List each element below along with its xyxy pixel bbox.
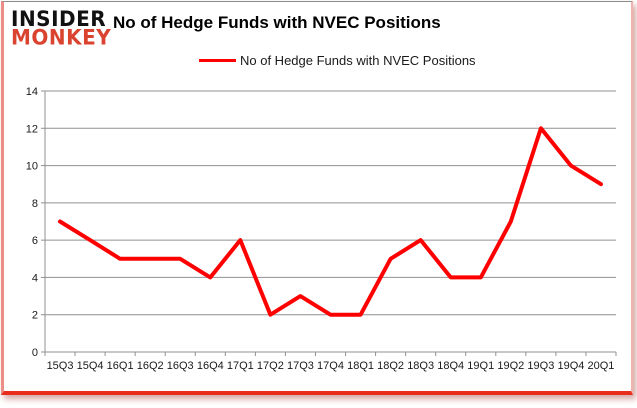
x-tick-label: 17Q4 — [317, 360, 344, 372]
y-tick-label: 4 — [32, 272, 38, 284]
y-tick-label: 2 — [32, 310, 38, 322]
legend: No of Hedge Funds with NVEC Positions — [199, 53, 476, 68]
x-tick-label: 16Q2 — [137, 360, 164, 372]
logo-line-insider: INSIDER — [11, 5, 107, 32]
y-tick-label: 6 — [32, 235, 38, 247]
x-tick-label: 16Q4 — [197, 360, 224, 372]
legend-line-swatch — [199, 59, 236, 62]
x-tick-label: 18Q1 — [347, 360, 374, 372]
x-tick-label: 17Q2 — [257, 360, 284, 372]
x-tick-label: 17Q1 — [227, 360, 254, 372]
legend-label: No of Hedge Funds with NVEC Positions — [240, 53, 476, 68]
x-tick-label: 18Q3 — [407, 360, 434, 372]
x-tick-label: 18Q2 — [377, 360, 404, 372]
x-tick-label: 15Q3 — [47, 360, 74, 372]
y-tick-label: 0 — [32, 347, 38, 359]
insider-monkey-logo: INSIDER MONKEY — [11, 5, 112, 50]
x-tick-label: 18Q4 — [437, 360, 464, 372]
x-tick-label: 19Q3 — [527, 360, 554, 372]
x-tick-label: 19Q1 — [467, 360, 494, 372]
x-tick-label: 19Q2 — [497, 360, 524, 372]
chart-card-background — [1, 1, 633, 395]
y-tick-label: 8 — [32, 198, 38, 210]
y-tick-label: 14 — [26, 86, 38, 98]
x-tick-label: 20Q1 — [588, 360, 615, 372]
logo-line-monkey: MONKEY — [11, 24, 112, 50]
x-tick-label: 19Q4 — [557, 360, 584, 372]
chart-title: No of Hedge Funds with NVEC Positions — [113, 13, 441, 32]
x-tick-label: 16Q3 — [167, 360, 194, 372]
x-tick-label: 17Q3 — [287, 360, 314, 372]
series-line — [58, 126, 603, 317]
x-tick-label: 16Q1 — [107, 360, 134, 372]
y-tick-label: 10 — [26, 161, 38, 173]
x-tick-label: 15Q4 — [77, 360, 104, 372]
y-tick-label: 12 — [26, 123, 38, 135]
